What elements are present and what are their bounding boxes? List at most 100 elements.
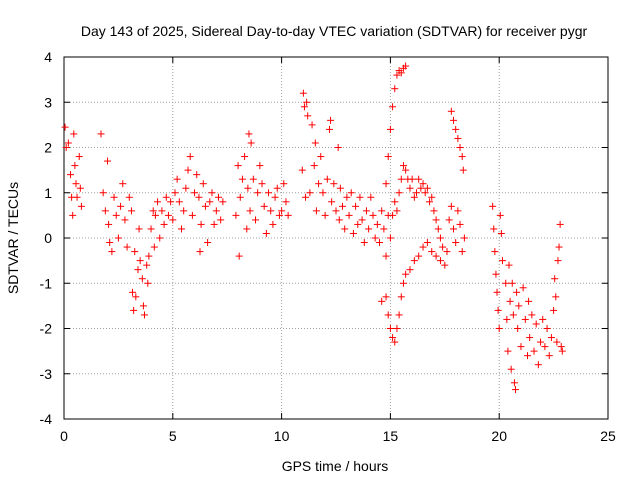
y-tick-label: 3 xyxy=(44,94,52,110)
x-tick-label: 15 xyxy=(383,428,399,444)
data-point xyxy=(71,162,79,170)
data-point xyxy=(492,270,500,278)
data-point xyxy=(419,243,427,251)
data-point xyxy=(269,220,277,228)
data-point xyxy=(267,207,275,215)
data-point xyxy=(391,85,399,93)
data-point xyxy=(360,239,368,247)
data-point xyxy=(428,193,436,201)
data-point xyxy=(550,306,558,314)
data-point xyxy=(245,130,253,138)
data-point xyxy=(450,225,458,233)
data-point xyxy=(365,225,373,233)
data-point xyxy=(186,153,194,161)
data-point xyxy=(532,320,540,328)
data-point xyxy=(490,225,498,233)
data-point xyxy=(327,116,335,124)
data-point xyxy=(393,207,401,215)
data-point xyxy=(273,184,281,192)
data-point xyxy=(306,189,314,197)
data-point xyxy=(397,175,405,183)
data-point xyxy=(75,153,83,161)
data-point xyxy=(426,198,434,206)
data-point xyxy=(443,248,451,256)
data-point xyxy=(197,220,205,228)
data-point xyxy=(514,325,522,332)
data-point xyxy=(552,293,560,301)
x-axis-label: GPS time / hours xyxy=(282,458,389,474)
data-point xyxy=(317,153,325,161)
data-point xyxy=(395,311,403,319)
data-point xyxy=(247,139,255,147)
data-point xyxy=(77,202,85,210)
data-point xyxy=(406,266,414,274)
data-point xyxy=(169,216,177,224)
data-point xyxy=(519,284,527,292)
y-axis-label: SDTVAR / TECUs xyxy=(5,182,21,294)
data-point xyxy=(386,125,394,133)
data-point xyxy=(349,229,357,237)
data-point xyxy=(238,175,246,183)
data-point xyxy=(557,343,565,351)
data-point xyxy=(489,202,497,210)
data-point xyxy=(534,361,542,369)
data-point xyxy=(339,202,347,210)
x-tick-label: 5 xyxy=(169,428,177,444)
data-point xyxy=(108,248,116,256)
data-point xyxy=(386,325,394,332)
data-point xyxy=(493,288,501,296)
data-point xyxy=(244,184,252,192)
data-point xyxy=(421,189,429,197)
data-point xyxy=(393,71,401,79)
data-point xyxy=(410,257,418,265)
data-point xyxy=(441,261,449,269)
data-point xyxy=(362,207,370,215)
y-tick-label: -2 xyxy=(40,321,53,337)
y-tick-label: -1 xyxy=(40,275,53,291)
data-point xyxy=(280,180,288,188)
data-point xyxy=(262,229,270,237)
data-point xyxy=(551,275,559,283)
data-point xyxy=(428,248,436,256)
y-tick-label: 4 xyxy=(44,49,52,65)
data-point xyxy=(119,180,127,188)
data-point xyxy=(201,202,209,210)
data-point xyxy=(243,225,251,233)
data-point xyxy=(512,386,520,394)
data-point xyxy=(496,211,504,219)
data-point xyxy=(402,166,410,174)
data-point xyxy=(310,162,318,170)
data-point xyxy=(67,171,75,179)
data-point xyxy=(114,234,122,242)
data-point xyxy=(378,207,386,215)
data-point xyxy=(308,121,316,129)
data-point xyxy=(447,107,455,115)
data-point xyxy=(523,352,531,360)
data-point xyxy=(458,248,466,256)
data-point xyxy=(432,216,440,224)
data-point xyxy=(62,144,70,151)
data-point xyxy=(555,243,563,251)
data-point xyxy=(528,311,536,319)
data-point xyxy=(402,270,410,278)
data-point xyxy=(106,239,114,247)
data-point xyxy=(402,62,410,70)
data-point xyxy=(328,198,336,206)
data-point xyxy=(376,239,384,247)
data-point xyxy=(303,98,311,106)
data-point xyxy=(206,198,214,206)
data-point xyxy=(69,211,77,219)
data-point xyxy=(447,202,455,210)
data-point xyxy=(456,144,464,151)
y-tick-label: -4 xyxy=(40,411,53,427)
x-tick-label: 20 xyxy=(491,428,507,444)
data-point xyxy=(251,216,259,224)
data-point xyxy=(145,252,153,260)
data-point xyxy=(509,311,517,319)
data-point xyxy=(184,166,192,174)
data-points xyxy=(61,62,566,394)
data-point xyxy=(399,162,407,170)
y-tick-label: -3 xyxy=(40,366,53,382)
data-point xyxy=(121,216,129,224)
data-point xyxy=(143,261,151,269)
